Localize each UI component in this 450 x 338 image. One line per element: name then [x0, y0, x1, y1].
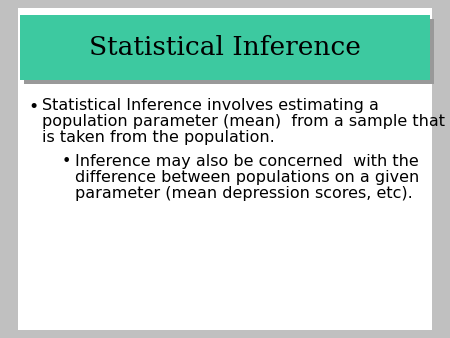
Text: is taken from the population.: is taken from the population.	[42, 130, 275, 145]
Text: parameter (mean depression scores, etc).: parameter (mean depression scores, etc).	[75, 186, 413, 201]
Bar	[24, 19, 434, 84]
Text: Statistical Inference: Statistical Inference	[89, 35, 361, 60]
Text: difference between populations on a given: difference between populations on a give…	[75, 170, 419, 185]
Text: Statistical Inference involves estimating a: Statistical Inference involves estimatin…	[42, 98, 379, 113]
Text: •: •	[62, 154, 72, 169]
Text: •: •	[28, 98, 38, 116]
Text: population parameter (mean)  from a sample that: population parameter (mean) from a sampl…	[42, 114, 445, 129]
Bar	[20, 15, 430, 80]
Text: Inference may also be concerned  with the: Inference may also be concerned with the	[75, 154, 419, 169]
